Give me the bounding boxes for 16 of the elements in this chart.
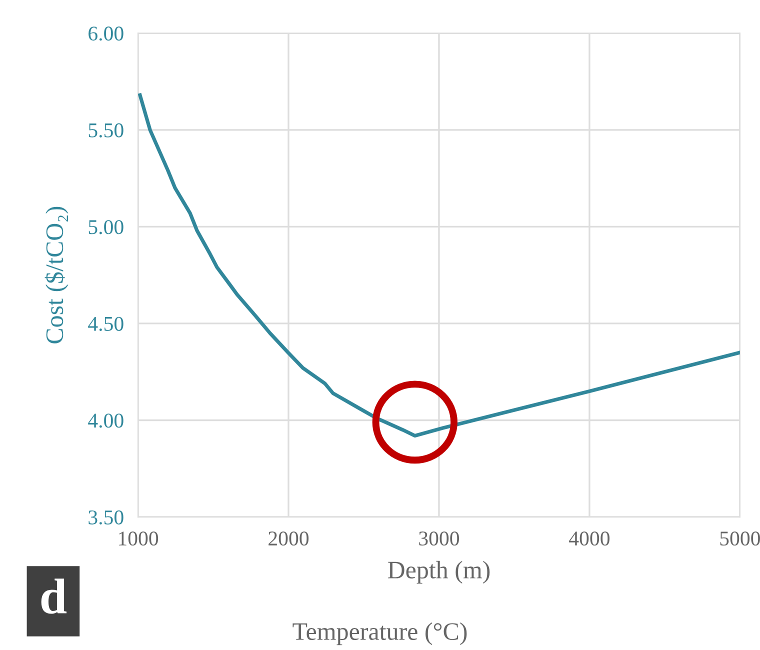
y-tick-label: 5.00 [88, 220, 124, 234]
text: d [41, 578, 67, 614]
x-tick-label: 3000 [419, 532, 460, 546]
y-tick-label: 4.50 [88, 316, 124, 331]
line-series [138, 93, 740, 438]
x-axis-title: Depth (m) [388, 560, 490, 584]
y-tick-label: 5.50 [88, 123, 124, 138]
text: Temperature (°C) [292, 622, 467, 646]
y-tick-label: 6.00 [88, 26, 124, 41]
y-tick-label: 3.50 [88, 510, 124, 525]
x-tick-label: 4000 [569, 532, 610, 546]
x-tick-label: 2000 [268, 532, 309, 546]
x-tick-label: 1000 [119, 532, 158, 546]
x-tick-label: 5000 [720, 532, 760, 546]
y-tick-label: 4.00 [88, 414, 124, 428]
y-axis-title: Cost ($/tCO₂) [44, 206, 68, 344]
